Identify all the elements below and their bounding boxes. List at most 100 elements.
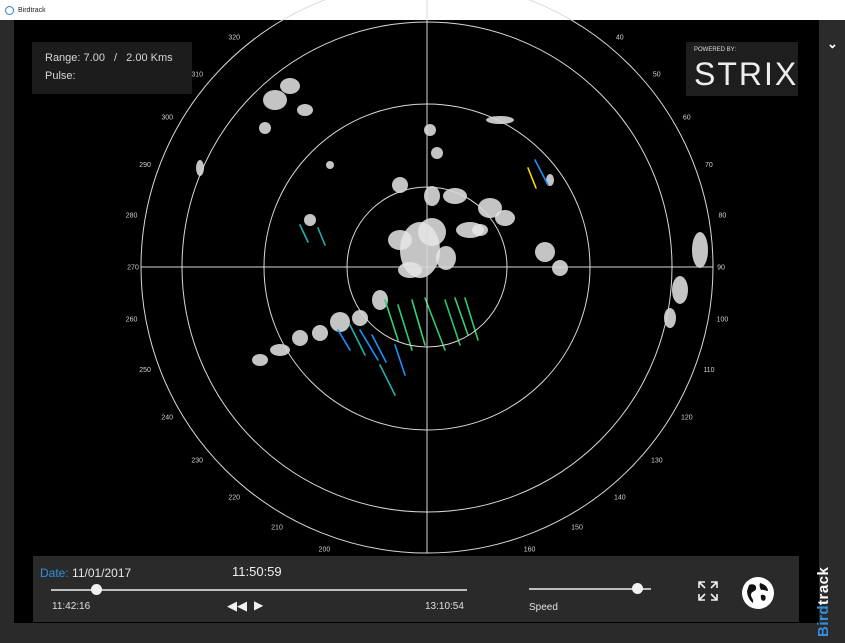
bird-track — [299, 224, 309, 243]
bird-track — [464, 297, 479, 341]
range-value: 7.00 — [83, 52, 105, 64]
radar-clutter — [263, 90, 287, 110]
app-icon — [5, 5, 14, 15]
bearing-label: 160 — [524, 546, 536, 553]
radar-clutter — [472, 224, 488, 236]
radar-clutter — [259, 122, 271, 134]
bird-track — [411, 299, 426, 346]
speed-slider[interactable] — [529, 583, 651, 594]
radar-returns — [196, 78, 708, 396]
globe-button[interactable] — [741, 576, 775, 610]
radar-clutter — [352, 310, 368, 326]
radar-clutter — [431, 147, 443, 159]
end-time: 13:10:54 — [425, 601, 464, 612]
timeline-handle[interactable] — [91, 584, 102, 595]
radar-clutter — [664, 308, 676, 328]
start-time: 11:42:16 — [52, 601, 91, 612]
window-titlebar: Birdtrack — [0, 0, 845, 20]
radar-clutter — [304, 214, 316, 226]
powered-by-panel: POWERED BY: STRIX — [686, 42, 798, 96]
sidebar: ⌄ Birdtrack — [815, 20, 845, 643]
radar-clutter — [280, 78, 300, 94]
bearing-label: 230 — [191, 457, 203, 464]
radar-clutter — [392, 177, 408, 193]
window-title: Birdtrack — [18, 6, 46, 14]
range-label: Range: — [45, 52, 81, 64]
bird-track — [317, 227, 326, 246]
radar-clutter — [478, 198, 502, 218]
bird-track — [527, 167, 537, 189]
radar-clutter — [418, 218, 446, 246]
bearing-label: 150 — [571, 524, 583, 531]
radar-clutter — [436, 246, 456, 270]
pulse-label: Pulse: — [45, 70, 76, 82]
bird-track — [337, 329, 351, 351]
bearing-label: 310 — [191, 72, 203, 79]
bearing-label: 250 — [139, 367, 151, 374]
chevron-down-icon: ⌄ — [827, 36, 838, 51]
bearing-label: 210 — [271, 524, 283, 531]
radar-clutter — [372, 290, 388, 310]
radar-clutter — [495, 210, 515, 226]
bearing-label: 90 — [717, 265, 725, 272]
bird-track — [534, 159, 549, 186]
bird-track — [444, 299, 461, 346]
globe-icon — [742, 577, 774, 609]
speed-label: Speed — [529, 602, 558, 613]
radar-clutter — [330, 312, 350, 332]
bearing-label: 290 — [139, 162, 151, 169]
bearing-label: 120 — [681, 415, 693, 422]
bearing-label: 100 — [717, 317, 729, 324]
date-display: Date: 11/01/2017 — [40, 566, 131, 580]
radar-clutter — [552, 260, 568, 276]
radar-clutter — [424, 186, 440, 206]
bearing-label: 110 — [703, 367, 714, 374]
range-panel: Range: 7.00 / 2.00 Kms Pulse: — [32, 42, 192, 94]
radar-clutter — [196, 160, 204, 176]
bearing-label: 40 — [616, 35, 624, 42]
radar-view[interactable] — [14, 20, 819, 623]
speed-handle[interactable] — [632, 583, 643, 594]
play-button[interactable]: ▶ — [254, 598, 263, 612]
radar-clutter — [692, 232, 708, 268]
bird-track — [371, 334, 387, 363]
bearing-label: 60 — [683, 115, 691, 122]
rewind-button[interactable]: ◀◀ — [227, 598, 247, 614]
radar-clutter — [252, 354, 268, 366]
bearing-label: 70 — [705, 162, 713, 169]
bearing-label: 320 — [228, 35, 240, 42]
strix-logo: STRIX — [694, 56, 799, 92]
radar-clutter — [398, 262, 422, 278]
radar-clutter — [388, 230, 412, 250]
rewind-icon: ◀◀ — [227, 598, 247, 613]
radar-clutter — [326, 161, 334, 169]
brand-track: track — [815, 566, 832, 605]
bearing-label: 280 — [126, 212, 138, 219]
date-value: 11/01/2017 — [72, 566, 132, 580]
bearing-label: 50 — [653, 72, 661, 79]
radar-clutter — [672, 276, 688, 304]
radar-clutter — [443, 188, 467, 204]
range-separator: / — [114, 52, 118, 64]
bird-track — [384, 299, 399, 341]
bearing-label: 270 — [127, 265, 139, 272]
play-icon: ▶ — [254, 598, 264, 612]
fullscreen-button[interactable] — [697, 580, 719, 602]
radar-clutter — [546, 174, 554, 186]
fullscreen-icon — [698, 581, 718, 601]
radar-clutter — [297, 104, 313, 116]
bearing-label: 240 — [161, 415, 173, 422]
powered-by-label: POWERED BY: — [694, 47, 737, 53]
date-label: Date: — [40, 566, 69, 580]
current-time: 11:50:59 — [232, 564, 282, 579]
radar-clutter — [424, 124, 436, 136]
playback-controls: Date: 11/01/2017 11:50:59 11:42:16 13:10… — [33, 556, 799, 622]
collapse-button[interactable]: ⌄ — [827, 36, 838, 51]
timeline-slider[interactable] — [51, 584, 467, 595]
range-value-secondary: 2.00 Kms — [126, 52, 173, 64]
radar-clutter — [312, 325, 328, 341]
bearing-label: 300 — [161, 115, 173, 122]
bird-track — [359, 329, 379, 361]
bird-track — [379, 364, 396, 396]
